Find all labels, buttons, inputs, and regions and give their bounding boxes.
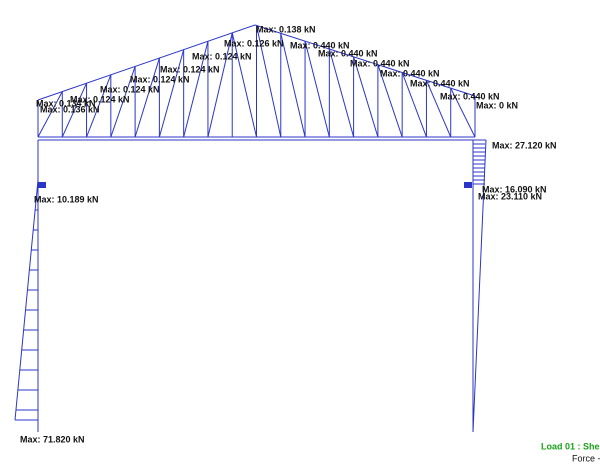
diagonal <box>208 33 232 137</box>
member-force-label: Max: 0.124 kN <box>160 64 220 74</box>
diagonal <box>135 58 159 137</box>
support <box>464 182 472 188</box>
support <box>38 182 46 188</box>
diagonal <box>426 80 450 137</box>
member-force-label: Max: 0.138 kN <box>256 24 316 34</box>
shear-diagram <box>484 140 486 185</box>
member-force-label: Max: 0.440 kN <box>318 48 378 58</box>
member-force-label: Max: 0.124 kN <box>130 74 190 84</box>
member-force-label: Max: 0.134 kN <box>36 98 96 108</box>
member-force-label: Max: 0.126 kN <box>224 38 284 48</box>
chord-label: Max: 27.120 kN <box>492 140 557 150</box>
legend-load: Load 01 : She <box>541 441 600 451</box>
member-force-label: Max: 0.440 kN <box>380 68 440 78</box>
legend-force: Force - <box>572 453 600 463</box>
shear-diagram <box>473 185 484 432</box>
member-force-label: Max: 0.124 kN <box>100 84 160 94</box>
shear-diagram <box>15 180 38 420</box>
member-force-label: Max: 0.124 kN <box>192 51 252 61</box>
member-force-label: Max: 0.440 kN <box>410 78 470 88</box>
diagonal <box>232 33 256 137</box>
column-label: Max: 10.189 kN <box>34 194 99 204</box>
diagonal <box>159 50 183 137</box>
page: Max: 10.189 kN Max: 71.820 kN Max: 16.09… <box>0 0 600 466</box>
column-label: Max: 71.820 kN <box>20 434 85 444</box>
column-label: Max: 23.110 kN <box>478 191 542 201</box>
member-force-label: Max: 0.440 kN <box>350 58 410 68</box>
member-force-label: Max: 0 kN <box>476 100 518 110</box>
diagonal <box>354 57 378 137</box>
structure-view: Max: 10.189 kN Max: 71.820 kN Max: 16.09… <box>0 0 600 466</box>
